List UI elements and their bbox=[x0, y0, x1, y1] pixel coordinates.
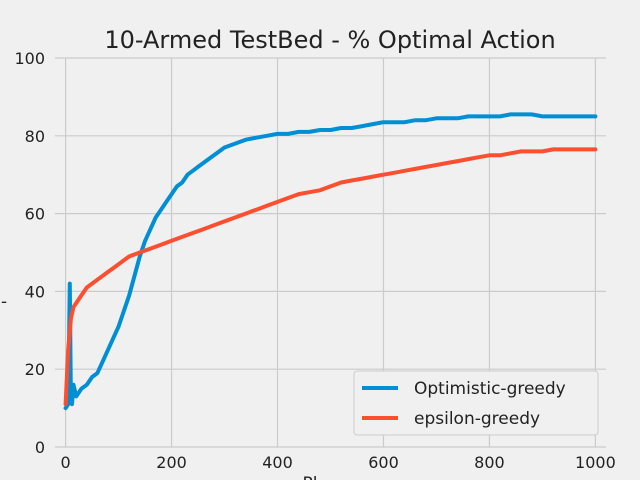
legend-box bbox=[353, 370, 599, 436]
y-tick-label: 40 bbox=[25, 282, 45, 301]
y-tick-label: 20 bbox=[25, 360, 45, 379]
x-tick-label: 600 bbox=[368, 453, 399, 472]
x-tick-label: 0 bbox=[61, 453, 71, 472]
chart-title: 10-Armed TestBed - % Optimal Action bbox=[104, 26, 555, 54]
grid bbox=[55, 57, 606, 448]
series-lines bbox=[63, 112, 598, 411]
x-axis-label: Pl bbox=[303, 474, 318, 480]
y-axis-label: - bbox=[1, 292, 7, 312]
y-tick-label: 80 bbox=[25, 127, 45, 146]
y-tick-label: 60 bbox=[25, 205, 45, 224]
x-tick-label: 400 bbox=[262, 453, 293, 472]
tick-labels: 0 200 400 600 800 1000 0 20 40 60 80 100 bbox=[14, 49, 615, 472]
legend-label-optimistic: Optimistic-greedy bbox=[414, 379, 566, 399]
x-tick-label: 800 bbox=[474, 453, 505, 472]
x-tick-label: 200 bbox=[156, 453, 187, 472]
series-line-epsilon-greedy bbox=[63, 147, 598, 407]
y-tick-label: 100 bbox=[14, 49, 45, 68]
series-line-optimistic-greedy bbox=[63, 112, 598, 411]
legend: Optimistic-greedy epsilon-greedy bbox=[353, 370, 599, 436]
x-tick-label: 1000 bbox=[575, 453, 616, 472]
y-tick-label: 0 bbox=[35, 438, 45, 457]
legend-label-epsilon: epsilon-greedy bbox=[414, 409, 540, 429]
